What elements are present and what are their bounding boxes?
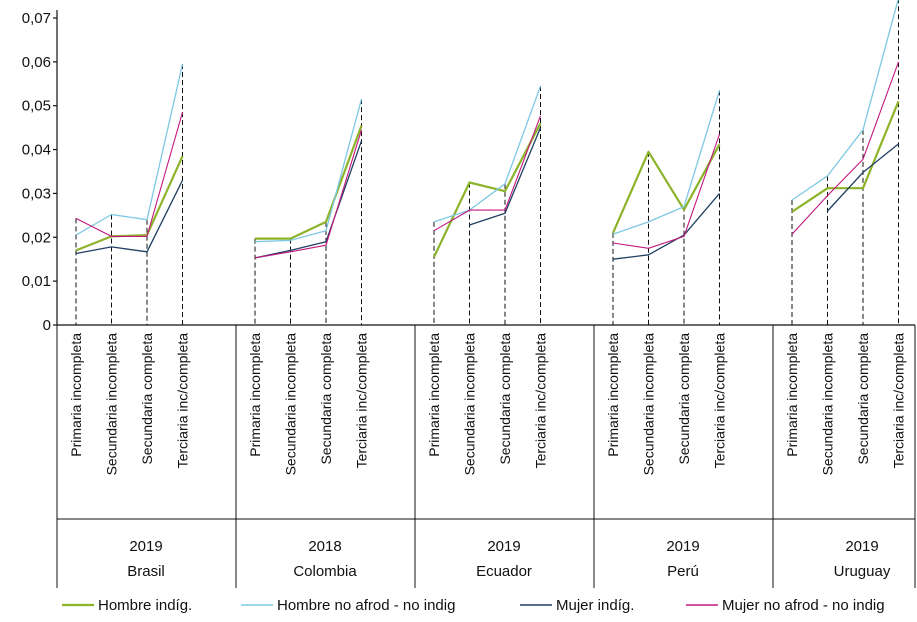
series-line-1 bbox=[791, 0, 899, 201]
group-year-label: 2018 bbox=[308, 538, 341, 555]
category-label: Terciaria inc/completa bbox=[891, 333, 907, 469]
category-label: Primaria incompleta bbox=[247, 333, 263, 457]
series-line-1 bbox=[75, 63, 184, 236]
category-label: Primaria incompleta bbox=[784, 333, 800, 457]
category-label: Secundaria completa bbox=[676, 333, 692, 465]
group-country-label: Uruguay bbox=[834, 563, 891, 580]
series-line-0 bbox=[255, 125, 363, 240]
category-label: Terciaria inc/completa bbox=[175, 333, 191, 469]
group-year-label: 2019 bbox=[845, 538, 878, 555]
series-line-2 bbox=[254, 140, 363, 259]
category-label: Secundaria incompleta bbox=[462, 333, 478, 476]
series-line-0 bbox=[75, 155, 184, 252]
series-line-3 bbox=[75, 112, 184, 237]
group-year-label: 2019 bbox=[129, 538, 162, 555]
category-label: Secundaria incompleta bbox=[641, 333, 657, 476]
category-label: Primaria incompleta bbox=[68, 333, 84, 457]
category-label: Terciaria inc/completa bbox=[712, 333, 728, 469]
series-line-2 bbox=[469, 127, 542, 226]
category-label: Terciaria inc/completa bbox=[533, 333, 549, 469]
series-line-1 bbox=[612, 90, 721, 235]
group-year-label: 2019 bbox=[487, 538, 520, 555]
category-label: Secundaria completa bbox=[139, 333, 155, 465]
category-label: Secundaria completa bbox=[497, 333, 513, 465]
y-tick-label: 0 bbox=[43, 317, 51, 334]
y-tick-label: 0,01 bbox=[22, 273, 51, 290]
y-tick-label: 0,04 bbox=[22, 142, 51, 159]
group-country-label: Perú bbox=[667, 563, 699, 580]
group-year-label: 2019 bbox=[666, 538, 699, 555]
series-line-3 bbox=[612, 134, 721, 249]
group-country-label: Colombia bbox=[293, 563, 357, 580]
category-label: Secundaria incompleta bbox=[104, 333, 120, 476]
series-line-3 bbox=[433, 115, 542, 232]
category-label: Primaria incompleta bbox=[605, 333, 621, 457]
series-line-1 bbox=[254, 98, 363, 243]
group-country-label: Ecuador bbox=[476, 563, 532, 580]
y-tick-label: 0,02 bbox=[22, 229, 51, 246]
category-label: Secundaria completa bbox=[318, 333, 334, 465]
y-tick-label: 0,07 bbox=[22, 10, 51, 27]
series-line-2 bbox=[75, 180, 184, 255]
series-line-3 bbox=[254, 129, 363, 259]
legend-label: Hombre indíg. bbox=[98, 597, 192, 614]
series-line-2 bbox=[827, 143, 899, 212]
legend-label: Mujer indíg. bbox=[556, 597, 634, 614]
series-line-0 bbox=[611, 143, 721, 234]
category-label: Terciaria inc/completa bbox=[354, 333, 370, 469]
series-line-1 bbox=[433, 85, 542, 223]
category-label: Primaria incompleta bbox=[426, 333, 442, 457]
y-tick-label: 0,06 bbox=[22, 54, 51, 71]
y-tick-label: 0,05 bbox=[22, 98, 51, 115]
category-label: Secundaria incompleta bbox=[283, 333, 299, 476]
legend-label: Hombre no afrod - no indig bbox=[277, 597, 455, 614]
series-line-3 bbox=[791, 61, 900, 235]
category-label: Secundaria incompleta bbox=[820, 333, 836, 476]
category-label: Secundaria completa bbox=[855, 333, 871, 465]
series-line-2 bbox=[612, 192, 720, 260]
y-tick-label: 0,03 bbox=[22, 185, 51, 202]
series-line-0 bbox=[433, 122, 542, 258]
legend-label: Mujer no afrod - no indig bbox=[722, 597, 885, 614]
group-country-label: Brasil bbox=[127, 563, 165, 580]
series-line-0 bbox=[791, 100, 900, 213]
